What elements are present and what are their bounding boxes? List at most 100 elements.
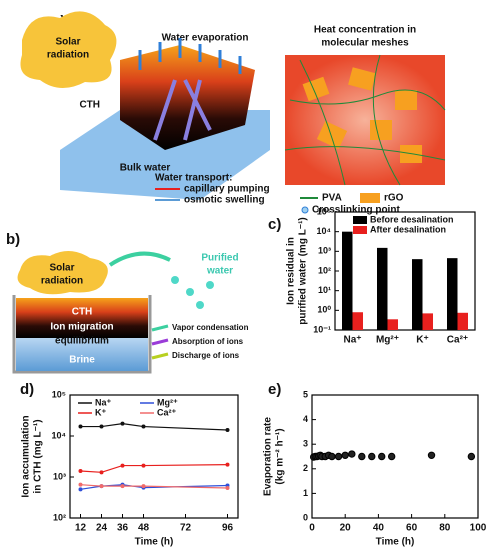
y-axis-label: Ion accumulation — [21, 415, 32, 497]
point — [225, 485, 230, 490]
y-tick-label: 10⁴ — [317, 226, 331, 236]
x-tick-label: 20 — [340, 523, 352, 534]
label: radiation — [47, 50, 89, 61]
channels — [153, 79, 212, 141]
label: equilibrium — [55, 336, 109, 347]
point — [120, 463, 125, 468]
label: PVA — [322, 193, 342, 204]
x-tick-label: 48 — [138, 523, 150, 534]
legend-label: Mg²⁺ — [157, 397, 178, 407]
point — [78, 424, 83, 429]
point — [78, 482, 83, 487]
bar — [342, 231, 353, 330]
legend-arrow — [151, 352, 169, 360]
x-tick-label: 96 — [222, 523, 234, 534]
x-tick-label: 80 — [439, 523, 451, 534]
y-tick-label: 4 — [303, 414, 308, 424]
droplets — [171, 276, 214, 309]
label: water — [206, 266, 233, 277]
label: CTH — [72, 307, 93, 318]
label: Vapor condensation — [172, 323, 249, 332]
legend-dot — [301, 206, 309, 214]
bar — [377, 247, 388, 330]
y-tick-label: 5 — [303, 389, 308, 399]
y-tick-label: 10³ — [53, 471, 66, 481]
x-tick-label: Ca²⁺ — [447, 335, 468, 346]
point — [99, 484, 104, 489]
point — [358, 452, 366, 461]
bar — [457, 312, 468, 330]
point — [120, 484, 125, 489]
y-tick-label: 0 — [303, 512, 308, 522]
label: Brine — [69, 355, 95, 366]
y-tick-label: 1 — [303, 488, 308, 498]
bar — [422, 313, 433, 330]
point — [225, 462, 230, 467]
point — [348, 450, 356, 458]
sun-cloud — [17, 250, 108, 295]
point — [467, 452, 476, 461]
legend-swatch — [353, 216, 367, 224]
x-tick-label: 40 — [373, 523, 385, 534]
point — [99, 424, 104, 429]
point — [387, 452, 396, 461]
legend-arrow — [151, 338, 169, 346]
legend-label: Before desalination — [370, 214, 454, 224]
bar — [412, 259, 423, 330]
sun-cloud — [20, 11, 117, 89]
y-tick-label: 10⁵ — [317, 206, 331, 216]
y-tick-label: 2 — [303, 463, 308, 473]
label: Heat concentration in — [314, 25, 416, 36]
point — [141, 484, 146, 489]
x-axis-label: Time (h) — [376, 537, 415, 548]
legend-swatch — [353, 226, 367, 234]
label: Absorption of ions — [172, 337, 244, 346]
vapor-arrows — [138, 38, 242, 74]
legend-arrow — [151, 324, 169, 332]
point — [368, 452, 376, 461]
legend-label: Na⁺ — [95, 397, 112, 407]
y-axis-label: purified water (mg L⁻¹) — [298, 217, 309, 325]
label: Bulk water — [120, 163, 171, 174]
bar — [352, 312, 363, 330]
y-tick-label: 10¹ — [318, 285, 331, 295]
panel-label: d) — [20, 381, 34, 398]
y-axis-label: Evaporation rate — [263, 417, 274, 496]
y-tick-label: 10² — [318, 265, 331, 275]
bar — [387, 319, 398, 330]
label: rGO — [384, 193, 404, 204]
legend-label: After desalination — [370, 224, 446, 234]
panel-label: c) — [268, 216, 281, 233]
label: capillary pumping — [184, 184, 270, 195]
y-axis-label: Ion residual in — [286, 237, 297, 305]
x-tick-label: 0 — [309, 523, 315, 534]
x-tick-label: 60 — [406, 523, 418, 534]
x-tick-label: 72 — [180, 523, 192, 534]
label: Water evaporation — [162, 33, 249, 44]
x-tick-label: 12 — [75, 523, 87, 534]
x-tick-label: Na⁺ — [343, 335, 361, 346]
point — [78, 487, 83, 492]
legend-swatch — [360, 193, 380, 203]
rgo-sheets — [302, 67, 422, 163]
y-tick-label: 10³ — [318, 246, 331, 256]
label: Water transport: — [155, 173, 232, 184]
y-tick-label: 10⁻¹ — [313, 324, 331, 334]
label: Discharge of ions — [172, 351, 240, 360]
label: Crosslinking point — [312, 205, 400, 216]
point — [427, 451, 436, 459]
container — [12, 295, 152, 374]
x-axis-label: Time (h) — [135, 537, 174, 548]
y-tick-label: 10² — [53, 512, 66, 522]
label: osmotic swelling — [184, 195, 265, 206]
plot-frame — [69, 394, 239, 519]
point — [225, 428, 230, 433]
label: radiation — [41, 276, 83, 287]
cth-layer — [16, 298, 148, 338]
x-tick-label: K⁺ — [416, 335, 429, 346]
label: molecular meshes — [321, 38, 409, 49]
arrow — [108, 251, 171, 267]
panel-label: e) — [268, 381, 281, 398]
pva-chains — [284, 54, 446, 186]
